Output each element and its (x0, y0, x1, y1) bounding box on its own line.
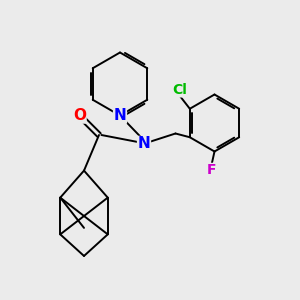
Text: Cl: Cl (172, 83, 187, 97)
Text: F: F (207, 164, 216, 177)
Text: N: N (138, 136, 150, 152)
Text: N: N (114, 108, 126, 123)
Text: O: O (73, 108, 86, 123)
